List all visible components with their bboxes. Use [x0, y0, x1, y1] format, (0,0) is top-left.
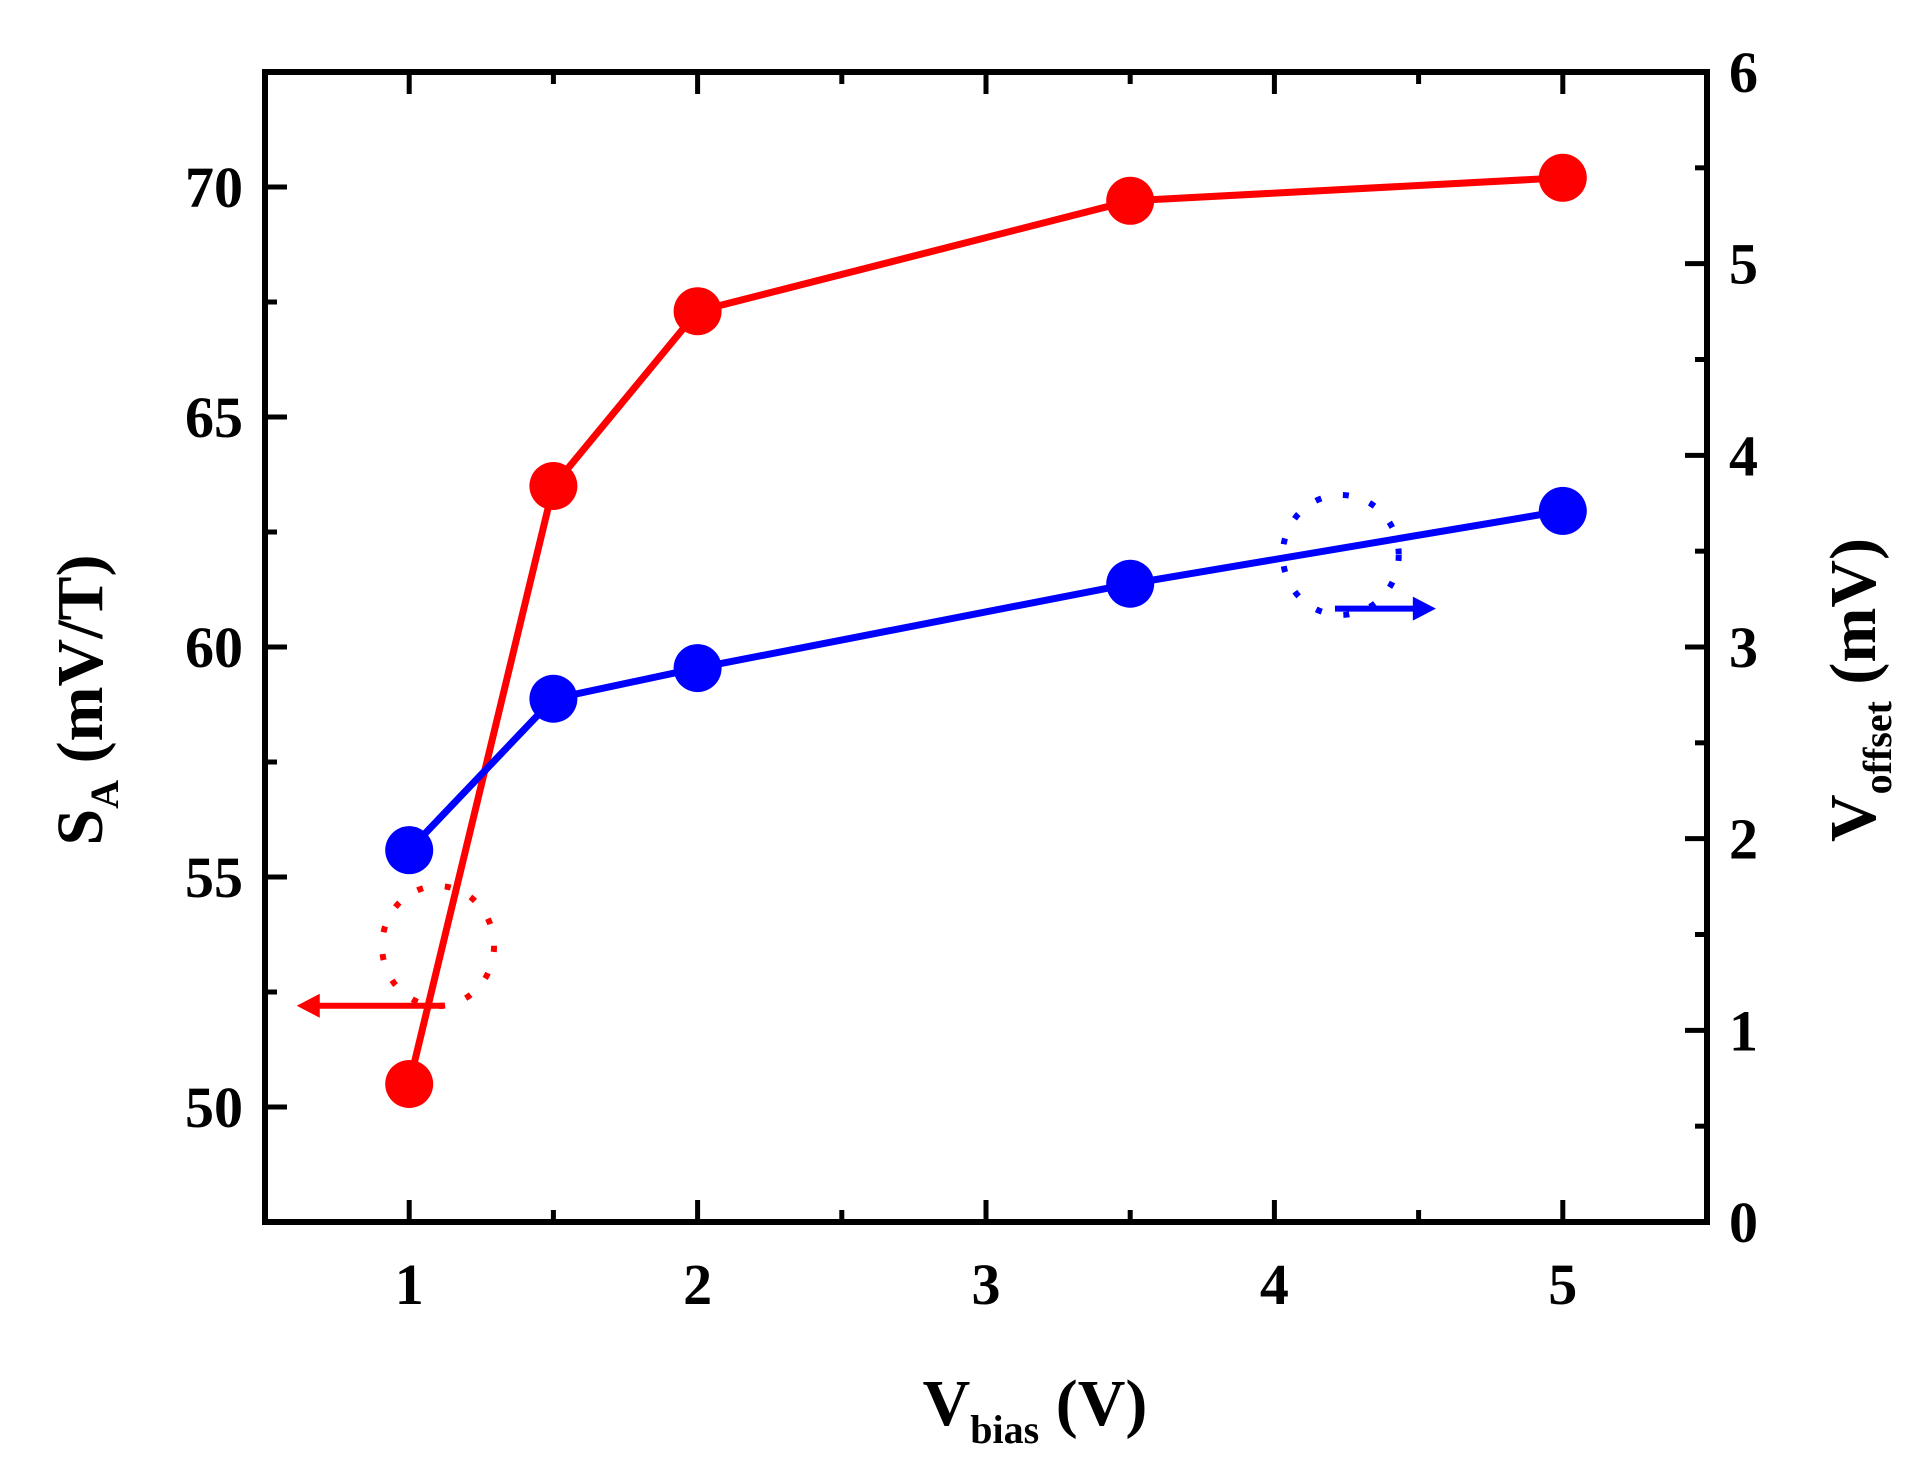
- y-left-tick-label: 65: [185, 385, 243, 450]
- x-tick-label: 5: [1548, 1252, 1577, 1317]
- series-line-v-offset: [406, 507, 1564, 853]
- x-tick-label: 4: [1260, 1252, 1289, 1317]
- indicator-arrow-head-right: [1412, 596, 1436, 621]
- y-right-tick-label: 4: [1729, 423, 1758, 488]
- x-axis-title-sub: bias: [970, 1407, 1039, 1452]
- data-point-s-a: [1106, 176, 1155, 225]
- data-point-s-a: [385, 1060, 434, 1108]
- indicator-ellipse-left: [379, 883, 498, 1009]
- series-line-layer: [405, 174, 1564, 1085]
- axis-indicator-layer: [296, 492, 1436, 1018]
- indicator-arrow-head-left: [296, 993, 320, 1018]
- data-point-v-offset: [673, 644, 722, 693]
- y-axis-left-title-sub: A: [82, 780, 127, 809]
- indicator-ellipse-right: [1279, 492, 1402, 618]
- y-axis-right-title-sub: offset: [1855, 700, 1900, 794]
- x-axis-title: Vbias (V): [923, 1367, 1148, 1452]
- y-left-tick-label: 60: [185, 615, 243, 680]
- y-right-tick-label: 1: [1729, 998, 1758, 1063]
- y-right-tick-label: 2: [1729, 807, 1758, 872]
- y-axis-right-title-unit: (mV): [1817, 538, 1890, 701]
- y-right-tick-label: 6: [1729, 40, 1758, 105]
- y-left-tick-label: 50: [185, 1075, 243, 1140]
- x-tick-label: 3: [972, 1252, 1001, 1317]
- plot-frame-layer: [262, 69, 1710, 1225]
- y-axis-left-title: SA (mV/T): [44, 554, 127, 845]
- data-point-v-offset: [385, 826, 434, 875]
- data-point-v-offset: [529, 674, 578, 723]
- y-axis-right-title-main: V: [1817, 794, 1890, 842]
- y-axis-left-title-unit: (mV/T): [44, 554, 117, 779]
- y-right-tick-label: 0: [1729, 1190, 1758, 1255]
- series-point-layer: [385, 153, 1587, 1108]
- data-point-v-offset: [1538, 486, 1587, 535]
- data-point-s-a: [1538, 153, 1587, 202]
- y-axis-right-title: Voffset (mV): [1817, 538, 1900, 842]
- x-tick-label: 1: [395, 1252, 424, 1317]
- data-point-s-a: [673, 287, 722, 336]
- data-point-s-a: [529, 462, 578, 510]
- y-left-tick-label: 55: [185, 845, 243, 910]
- y-left-tick-label: 70: [185, 155, 243, 220]
- y-right-tick-label: 5: [1729, 232, 1758, 297]
- plot-frame: [262, 69, 1710, 1225]
- data-point-v-offset: [1106, 559, 1155, 608]
- series-line-s-a: [405, 174, 1563, 1085]
- x-tick-label: 2: [683, 1252, 712, 1317]
- x-axis-title-main: V: [923, 1367, 971, 1440]
- x-axis-title-unit: (V): [1039, 1367, 1147, 1440]
- y-right-tick-label: 3: [1729, 615, 1758, 680]
- y-axis-left-title-main: S: [44, 809, 117, 846]
